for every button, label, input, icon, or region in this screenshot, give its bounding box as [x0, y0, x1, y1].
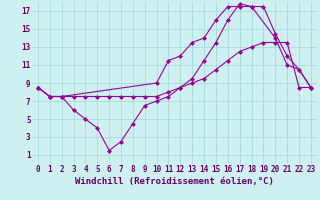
X-axis label: Windchill (Refroidissement éolien,°C): Windchill (Refroidissement éolien,°C) — [75, 177, 274, 186]
